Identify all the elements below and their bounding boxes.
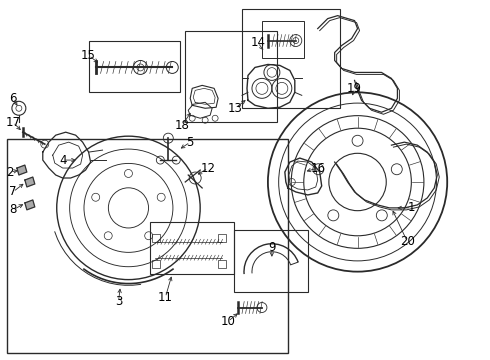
Bar [152,260,160,268]
Bar [234,230,308,292]
Text: 3: 3 [115,295,122,308]
Text: 4: 4 [59,154,67,167]
Text: 6: 6 [9,92,17,105]
Text: 13: 13 [227,102,243,115]
Bar [218,234,226,242]
Text: 10: 10 [220,315,236,328]
Bar [150,222,234,274]
Text: 11: 11 [158,291,173,304]
Bar [262,21,304,58]
Text: 15: 15 [81,49,96,62]
Polygon shape [17,165,27,175]
Polygon shape [25,177,35,187]
Text: 19: 19 [347,82,362,95]
Text: 5: 5 [187,136,194,149]
Bar [242,9,340,108]
Bar [152,234,160,242]
Bar [89,41,180,92]
Bar [218,260,226,268]
Text: 20: 20 [400,235,415,248]
Text: 9: 9 [268,241,276,254]
Bar [7,139,288,353]
Text: 18: 18 [175,119,190,132]
Text: 12: 12 [200,162,216,175]
Polygon shape [25,200,35,210]
Bar [185,31,277,122]
Text: 1: 1 [408,201,415,215]
Text: 2: 2 [6,166,14,179]
Text: 17: 17 [5,116,21,129]
Text: 14: 14 [250,36,266,49]
Text: 16: 16 [310,162,325,175]
Text: 8: 8 [9,203,17,216]
Text: 7: 7 [9,185,17,198]
